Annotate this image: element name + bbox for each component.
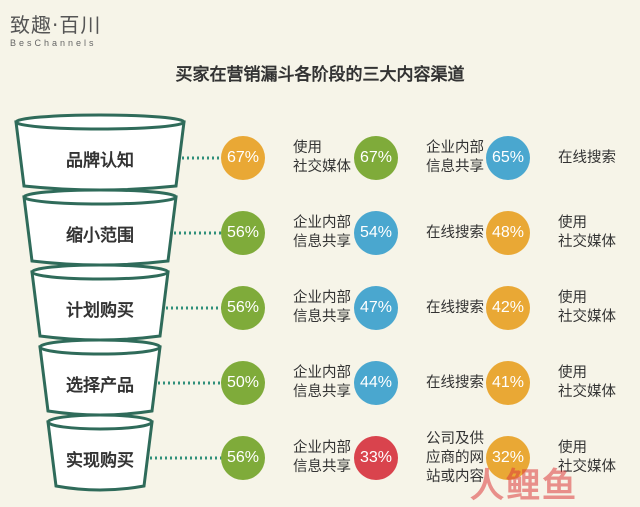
channel-label-line: 社交媒体 [558,234,616,250]
channel-label: 在线搜索 [558,149,616,168]
channel-label: 企业内部 信息共享 [293,439,351,477]
percentage-circle: 50% [221,361,265,405]
channel-label-line: 使用 [293,140,322,156]
channel-label: 企业内部 信息共享 [293,289,351,327]
channel-label-line: 社交媒体 [558,309,616,325]
channel-label-line: 信息共享 [293,234,351,250]
channel-label: 使用 社交媒体 [558,439,616,477]
funnel-layer-body [46,420,154,492]
percentage-circle: 67% [221,136,265,180]
stage-label: 品牌认知 [66,151,134,171]
percentage-circle: 32% [486,436,530,480]
channel-label-line: 在线搜索 [426,299,484,316]
percentage-circle: 33% [354,436,398,480]
channel-label-line: 企业内部 [293,215,351,231]
funnel-layer-rim [14,113,186,131]
stage-label: 缩小范围 [66,226,134,246]
percentage-circle: 56% [221,436,265,480]
channel-label-line: 企业内部 [293,290,351,306]
page-title: 买家在营销漏斗各阶段的三大内容渠道 [175,65,465,85]
channel-label: 在线搜索 [426,224,484,243]
channel-label-line: 公司及供 [426,430,484,447]
channel-label-line: 在线搜索 [426,374,484,391]
channel-label: 企业内部 信息共享 [426,139,484,177]
percentage-circle: 67% [354,136,398,180]
channel-label-line: 使用 [558,440,587,456]
brand-logo: 致趣·百川 BesChannels [10,14,101,48]
percentage-circle: 42% [486,286,530,330]
funnel-layers [14,113,240,492]
channel-label: 使用 社交媒体 [558,289,616,327]
stage-label: 选择产品 [66,376,134,396]
channel-label-line: 应商的网 [426,449,484,466]
channel-label-line: 社交媒体 [558,459,616,475]
brand-sub: BesChannels [10,38,97,48]
percentage-circle: 65% [486,136,530,180]
stage-label: 实现购买 [66,451,134,471]
channel-label: 在线搜索 [426,299,484,318]
channel-label: 企业内部 信息共享 [293,364,351,402]
channel-label: 在线搜索 [426,374,484,393]
channel-label-line: 社交媒体 [293,159,351,175]
channel-label: 使用 社交媒体 [293,139,351,177]
channel-label-line: 信息共享 [426,159,484,175]
channel-label-line: 社交媒体 [558,384,616,400]
percentage-circle: 44% [354,361,398,405]
channel-label: 公司及供应商的网站或内容 [426,430,484,487]
channel-label-line: 信息共享 [293,309,351,325]
percentage-circle: 47% [354,286,398,330]
funnel-layer [14,113,240,192]
percentage-circle: 56% [221,211,265,255]
funnel-layer [22,188,240,267]
funnel-layer-rim [30,263,170,281]
channel-label-line: 在线搜索 [426,224,484,241]
brand-name: 致趣·百川 [10,13,102,37]
channel-label: 企业内部 信息共享 [293,214,351,252]
channel-label-line: 使用 [558,290,587,306]
channel-label-line: 信息共享 [293,384,351,400]
channel-label: 使用 社交媒体 [558,214,616,252]
percentage-circle: 41% [486,361,530,405]
channel-label-line: 在线搜索 [558,149,616,166]
channel-label-line: 企业内部 [293,440,351,456]
channel-label-line: 企业内部 [426,140,484,156]
percentage-circle: 48% [486,211,530,255]
channel-label-line: 信息共享 [293,459,351,475]
funnel-layer [46,413,240,492]
funnel-layer-rim [38,338,162,356]
funnel-layer-rim [46,413,154,431]
channel-label-line: 站或内容 [426,468,484,485]
watermark: 人鲤鱼 [470,466,578,506]
funnel-layer-rim [22,188,178,206]
channel-label-line: 使用 [558,215,587,231]
channel-label-line: 企业内部 [293,365,351,381]
percentage-circle: 54% [354,211,398,255]
channel-label: 使用 社交媒体 [558,364,616,402]
stage-label: 计划购买 [66,301,134,321]
percentage-circle: 56% [221,286,265,330]
channel-label-line: 使用 [558,365,587,381]
